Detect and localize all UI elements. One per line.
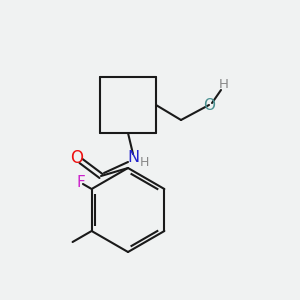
Text: F: F: [77, 175, 86, 190]
Text: H: H: [139, 157, 149, 169]
Text: O: O: [203, 98, 215, 112]
Text: H: H: [219, 79, 229, 92]
Text: O: O: [70, 149, 83, 167]
Text: N: N: [127, 151, 139, 166]
